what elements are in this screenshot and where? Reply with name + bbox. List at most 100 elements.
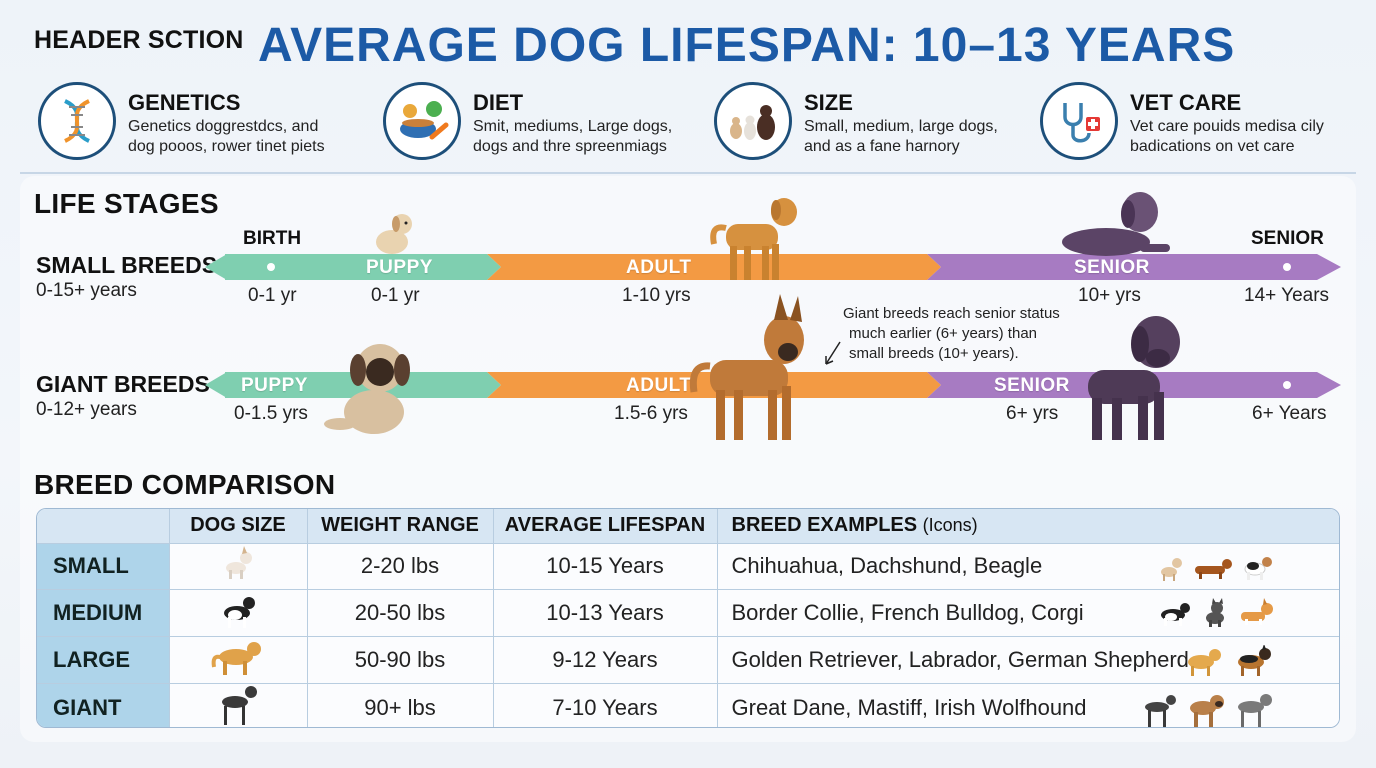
header-section-label: HEADER SCTION (34, 26, 244, 54)
factor-title: DIET (473, 90, 524, 115)
header-blank (37, 509, 170, 544)
small-tick-birth: 0-1 yr (248, 285, 297, 306)
corgi-icon (1241, 598, 1273, 625)
small-breeds-timeline (205, 254, 1341, 280)
dna-icon (38, 82, 116, 160)
breed-example-icons (1155, 552, 1275, 582)
weight-range: 2-20 lbs (307, 543, 494, 590)
stethoscope-icon (1040, 82, 1118, 160)
table-row: SMALL 2-20 lbs 10-15 Years Chihuahua, Da… (37, 543, 1339, 590)
size-dog-icon (169, 683, 308, 727)
life-stages-title: LIFE STAGES (34, 188, 219, 219)
breed-comparison-table: DOG SIZE WEIGHT RANGE AVERAGE LIFESPAN B… (36, 508, 1340, 728)
giant-senior-dog-icon (1088, 316, 1180, 440)
factor-description: Small, medium, large dogs, and as a fane … (804, 118, 998, 155)
adult-segment (487, 254, 941, 280)
weight-range: 20-50 lbs (307, 589, 494, 637)
header-average-lifespan: AVERAGE LIFESPAN (493, 509, 718, 544)
small-tick-end: 14+ Years (1244, 285, 1330, 306)
table-row: GIANT 90+ lbs 7-10 Years Great Dane, Mas… (37, 683, 1339, 728)
header-weight-range: WEIGHT RANGE (307, 509, 494, 544)
header-breed-examples: BREED EXAMPLES (Icons) (717, 509, 1339, 544)
factor-description: Vet care pouids medisa cily badications o… (1130, 118, 1324, 155)
giant-tick-senior: 6+ yrs (1006, 403, 1059, 424)
giant-tick-adult: 1.5-6 yrs (614, 403, 688, 424)
birth-label: BIRTH (243, 228, 302, 249)
table-row: MEDIUM 20-50 lbs 10-13 Years Border Coll… (37, 589, 1339, 637)
french-bulldog-icon (1206, 598, 1224, 627)
puppy-segment (225, 254, 501, 280)
breed-examples: Golden Retriever, Labrador, German Sheph… (717, 636, 1339, 684)
great-dane-icon (1145, 694, 1176, 727)
table-row: LARGE 50-90 lbs 9-12 Years Golden Retrie… (37, 636, 1339, 684)
dog-group-icon (714, 82, 792, 160)
food-bowl-icon (383, 82, 461, 160)
size-dog-icon (169, 543, 308, 590)
senior-marker (1283, 381, 1291, 389)
size-name: SMALL (37, 543, 170, 590)
mastiff-icon (1190, 694, 1224, 727)
small-tick-senior: 10+ yrs (1078, 285, 1141, 306)
small-senior-stage: SENIOR (1074, 257, 1150, 278)
average-lifespan: 10-15 Years (493, 543, 718, 590)
average-lifespan: 9-12 Years (493, 636, 718, 684)
timeline-start-arrow (205, 372, 227, 398)
breed-comparison-title: BREED COMPARISON (34, 469, 336, 500)
beagle-icon (1244, 556, 1272, 580)
senior-end-label: SENIOR (1251, 228, 1324, 249)
size-name: GIANT (37, 683, 170, 727)
factor-title: VET CARE (1130, 90, 1242, 115)
average-lifespan: 7-10 Years (493, 683, 718, 727)
senior-dog-icon (1062, 192, 1170, 256)
section-divider (20, 172, 1356, 174)
header-dog-size: DOG SIZE (169, 509, 308, 544)
size-name: MEDIUM (37, 589, 170, 637)
factor-title: GENETICS (128, 90, 241, 115)
breed-example-icons (1181, 644, 1275, 677)
giant-tick-puppy: 0-1.5 yrs (234, 403, 308, 424)
small-adult-stage: ADULT (626, 257, 692, 278)
table-header-row: DOG SIZE WEIGHT RANGE AVERAGE LIFESPAN B… (37, 509, 1339, 544)
small-breeds-label: SMALL BREEDS (36, 252, 218, 278)
note-arrow-icon (825, 341, 841, 365)
giant-puppy-dog-icon (324, 344, 410, 434)
senior-marker (1283, 263, 1291, 271)
size-dog-icon (169, 589, 308, 637)
giant-breeds-range: 0-12+ years (36, 399, 137, 420)
size-name: LARGE (37, 636, 170, 684)
giant-breeds-note: Giant breeds reach senior status much ea… (843, 305, 1060, 362)
breed-example-icons (1139, 692, 1275, 728)
weight-range: 50-90 lbs (307, 636, 494, 684)
adult-dog-icon (710, 198, 797, 280)
giant-senior-stage: SENIOR (994, 375, 1070, 396)
puppy-dog-icon (376, 214, 412, 254)
breed-example-icons (1155, 598, 1275, 628)
small-breeds-range: 0-15+ years (36, 280, 137, 301)
breed-examples: Great Dane, Mastiff, Irish Wolfhound (717, 683, 1339, 728)
small-tick-adult: 1-10 yrs (622, 285, 691, 306)
giant-puppy-stage: PUPPY (241, 375, 308, 396)
factor-description: Smit, mediums, Large dogs, dogs and thre … (473, 118, 673, 155)
small-puppy-stage: PUPPY (366, 257, 433, 278)
border-collie-icon (1161, 603, 1190, 626)
factor-description: Genetics doggrestdcs, and dog pooos, rowe… (128, 118, 325, 155)
giant-breeds-label: GIANT BREEDS (36, 371, 210, 397)
dachshund-icon (1195, 558, 1232, 579)
chihuahua-icon (1161, 557, 1182, 581)
breed-examples: Chihuahua, Dachshund, Beagle (717, 543, 1339, 590)
page-title: AVERAGE DOG LIFESPAN: 10–13 YEARS (258, 19, 1236, 72)
size-dog-icon (169, 636, 308, 684)
small-tick-puppy: 0-1 yr (371, 285, 420, 306)
puppy-segment (225, 372, 501, 398)
giant-adult-dog-icon (689, 294, 804, 440)
birth-marker (267, 263, 275, 271)
weight-range: 90+ lbs (307, 683, 494, 727)
timeline-start-arrow (205, 254, 227, 280)
factor-title: SIZE (804, 90, 853, 115)
german-shepherd-icon (1238, 644, 1271, 676)
breed-examples: Border Collie, French Bulldog, Corgi (717, 589, 1339, 637)
irish-wolfhound-icon (1238, 693, 1272, 727)
average-lifespan: 10-13 Years (493, 589, 718, 637)
golden-retriever-icon (1188, 648, 1221, 676)
senior-segment (927, 254, 1341, 280)
